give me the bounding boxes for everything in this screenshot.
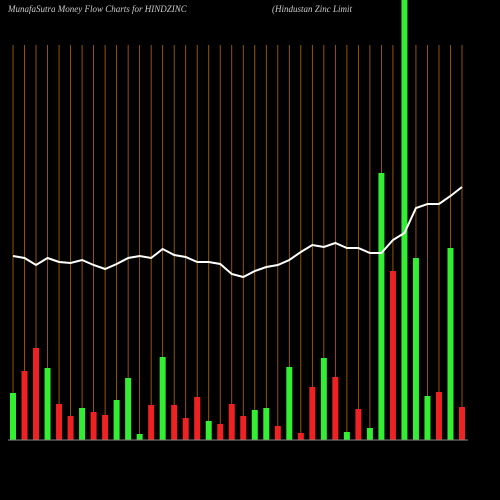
bar [21, 371, 28, 440]
bar [171, 405, 178, 440]
bar [401, 0, 408, 440]
bar [125, 378, 132, 440]
bar [90, 412, 97, 440]
bar [459, 407, 465, 440]
bar [194, 397, 201, 440]
chart-title: MunafaSutra Money Flow Charts for HINDZI… [7, 4, 188, 14]
chart-subtitle: (Hindustan Zinc Limit [272, 4, 353, 14]
bar [136, 434, 143, 440]
bar [240, 416, 247, 440]
bar [378, 173, 385, 440]
bar [79, 408, 86, 440]
bar [182, 418, 189, 440]
bar [67, 416, 74, 440]
bar [205, 421, 212, 440]
bar [297, 433, 304, 440]
bar [56, 404, 63, 440]
bar [286, 367, 293, 440]
bar [424, 396, 431, 440]
bar [33, 348, 40, 440]
bar [148, 405, 155, 440]
bar [389, 271, 396, 440]
bar [435, 392, 442, 440]
bar [159, 357, 166, 440]
price-line [12, 186, 463, 279]
bar [217, 424, 224, 440]
bar [309, 387, 316, 440]
bar [412, 258, 419, 440]
bar [44, 368, 51, 440]
bar [274, 426, 281, 440]
bar [263, 408, 270, 440]
bar [366, 428, 373, 440]
bar [447, 248, 454, 440]
bar [332, 377, 339, 440]
bar [102, 415, 109, 440]
bar [355, 409, 362, 440]
bar [228, 404, 235, 440]
bar [320, 358, 327, 440]
bar [251, 410, 258, 440]
bar [113, 400, 120, 440]
bar [10, 393, 16, 440]
bar [343, 432, 350, 440]
